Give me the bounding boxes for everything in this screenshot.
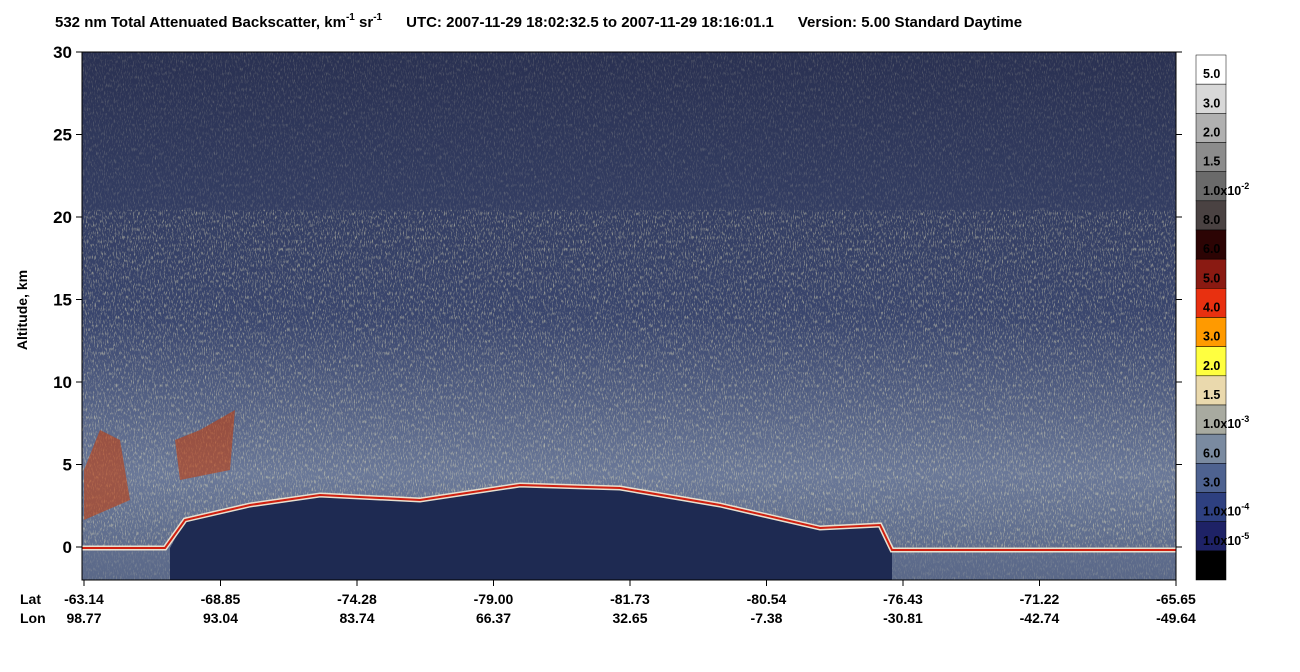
y-tick-label: 0 xyxy=(63,538,72,557)
title-sup: -1 xyxy=(373,12,382,23)
colorbar-swatch xyxy=(1195,375,1227,406)
colorbar-swatch xyxy=(1195,346,1227,377)
y-tick-label: 15 xyxy=(53,291,72,310)
colorbar-swatch xyxy=(1195,404,1227,435)
colorbar-label: 1.5 xyxy=(1203,155,1220,169)
x-row-label: Lat xyxy=(20,591,41,607)
colorbar-label-text: 2.0 xyxy=(1203,359,1220,373)
colorbar-swatch xyxy=(1195,142,1227,172)
colorbar-label-text: 8.0 xyxy=(1203,213,1220,227)
colorbar-label: 1.0x10-5 xyxy=(1203,531,1249,548)
colorbar-label: 2.0 xyxy=(1203,126,1220,140)
lon-label: -30.81 xyxy=(883,610,923,626)
lon-label: -42.74 xyxy=(1020,610,1060,626)
title-time: UTC: 2007-11-29 18:02:32.5 to 2007-11-29… xyxy=(406,14,774,31)
lat-label: -79.00 xyxy=(474,591,514,607)
colorbar-label-text: 5.0 xyxy=(1203,271,1220,285)
lat-label: -65.65 xyxy=(1156,591,1196,607)
lon-label: 83.74 xyxy=(339,610,374,626)
colorbar-label-text: 2.0 xyxy=(1203,126,1220,140)
y-tick-label: 10 xyxy=(53,373,72,392)
colorbar-label-text: 1.0x10 xyxy=(1203,184,1241,198)
title-unit: sr xyxy=(355,14,374,31)
colorbar-label-exp: -4 xyxy=(1241,502,1249,512)
lat-label: -76.43 xyxy=(883,591,923,607)
lon-label: -7.38 xyxy=(751,610,783,626)
colorbar-label-text: 3.0 xyxy=(1203,476,1220,490)
y-tick-label: 25 xyxy=(53,126,72,145)
colorbar-swatch xyxy=(1195,433,1227,464)
colorbar-label-text: 3.0 xyxy=(1203,96,1220,110)
colorbar-label: 8.0 xyxy=(1203,213,1220,227)
colorbar-label-text: 1.0x10 xyxy=(1203,534,1241,548)
lon-label: 32.65 xyxy=(612,610,647,626)
title-version: Version: 5.00 Standard Daytime xyxy=(798,14,1022,31)
colorbar-label: 3.0 xyxy=(1203,330,1220,344)
colorbar-swatch xyxy=(1195,83,1227,114)
lon-label: 66.37 xyxy=(476,610,511,626)
colorbar-label: 3.0 xyxy=(1203,476,1220,490)
ground-shadow xyxy=(170,485,892,580)
colorbar-swatch xyxy=(1195,171,1227,202)
colorbar-label-exp: -2 xyxy=(1241,181,1249,191)
colorbar-label-text: 6.0 xyxy=(1203,446,1220,460)
colorbar-label: 6.0 xyxy=(1203,446,1220,460)
colorbar-label: 4.0 xyxy=(1203,301,1220,315)
surface-line xyxy=(82,483,1176,551)
colorbar-swatch xyxy=(1195,113,1227,143)
colorbar-label-text: 1.0x10 xyxy=(1203,505,1241,519)
x-row-label: Lon xyxy=(20,610,46,626)
y-axis-label: Altitude, km xyxy=(14,270,30,350)
colorbar-label-text: 6.0 xyxy=(1203,242,1220,256)
colorbar-swatch xyxy=(1195,550,1227,581)
title-main: 532 nm Total Attenuated Backscatter, km xyxy=(55,14,346,31)
colorbar-label: 2.0 xyxy=(1203,359,1220,373)
lat-label: -80.54 xyxy=(747,591,787,607)
lat-label: -74.28 xyxy=(337,591,377,607)
lat-label: -71.22 xyxy=(1020,591,1060,607)
colorbar-label-exp: -5 xyxy=(1241,531,1249,541)
chart-title: 532 nm Total Attenuated Backscatter, km-… xyxy=(55,12,1022,31)
y-tick-label: 20 xyxy=(53,208,72,227)
lat-label: -63.14 xyxy=(64,591,104,607)
colorbar-label: 1.0x10-4 xyxy=(1203,502,1249,519)
colorbar-label-text: 1.5 xyxy=(1203,155,1220,169)
colorbar-swatch xyxy=(1195,492,1227,522)
plot-frame xyxy=(81,51,1177,581)
y-tick-label: 5 xyxy=(63,456,72,475)
colorbar-label: 3.0 xyxy=(1203,96,1220,110)
lat-label: -81.73 xyxy=(610,591,650,607)
colorbar-label: 5.0 xyxy=(1203,271,1220,285)
colorbar-label-text: 5.0 xyxy=(1203,67,1220,81)
colorbar-label-text: 1.0x10 xyxy=(1203,417,1241,431)
colorbar-label: 1.0x10-2 xyxy=(1203,181,1249,198)
y-tick-label: 30 xyxy=(53,43,72,62)
colorbar-swatch xyxy=(1195,200,1227,231)
colorbar-swatch xyxy=(1195,521,1227,552)
colorbar-label-text: 1.5 xyxy=(1203,388,1220,402)
colorbar-label: 1.0x10-3 xyxy=(1203,414,1249,431)
cloud xyxy=(84,410,235,520)
colorbar-label-text: 4.0 xyxy=(1203,301,1220,315)
colorbar-swatch xyxy=(1195,317,1227,347)
backscatter-image xyxy=(82,52,1176,580)
colorbar-label: 5.0 xyxy=(1203,67,1220,81)
colorbar-swatch xyxy=(1195,54,1227,85)
colorbar-label: 1.5 xyxy=(1203,388,1220,402)
colorbar-label-exp: -3 xyxy=(1241,414,1249,424)
colorbar-label-text: 3.0 xyxy=(1203,330,1220,344)
lon-label: -49.64 xyxy=(1156,610,1196,626)
colorbar-label: 6.0 xyxy=(1203,242,1220,256)
lon-label: 93.04 xyxy=(203,610,238,626)
title-sup: -1 xyxy=(346,12,355,23)
lon-label: 98.77 xyxy=(66,610,101,626)
lat-label: -68.85 xyxy=(201,591,241,607)
